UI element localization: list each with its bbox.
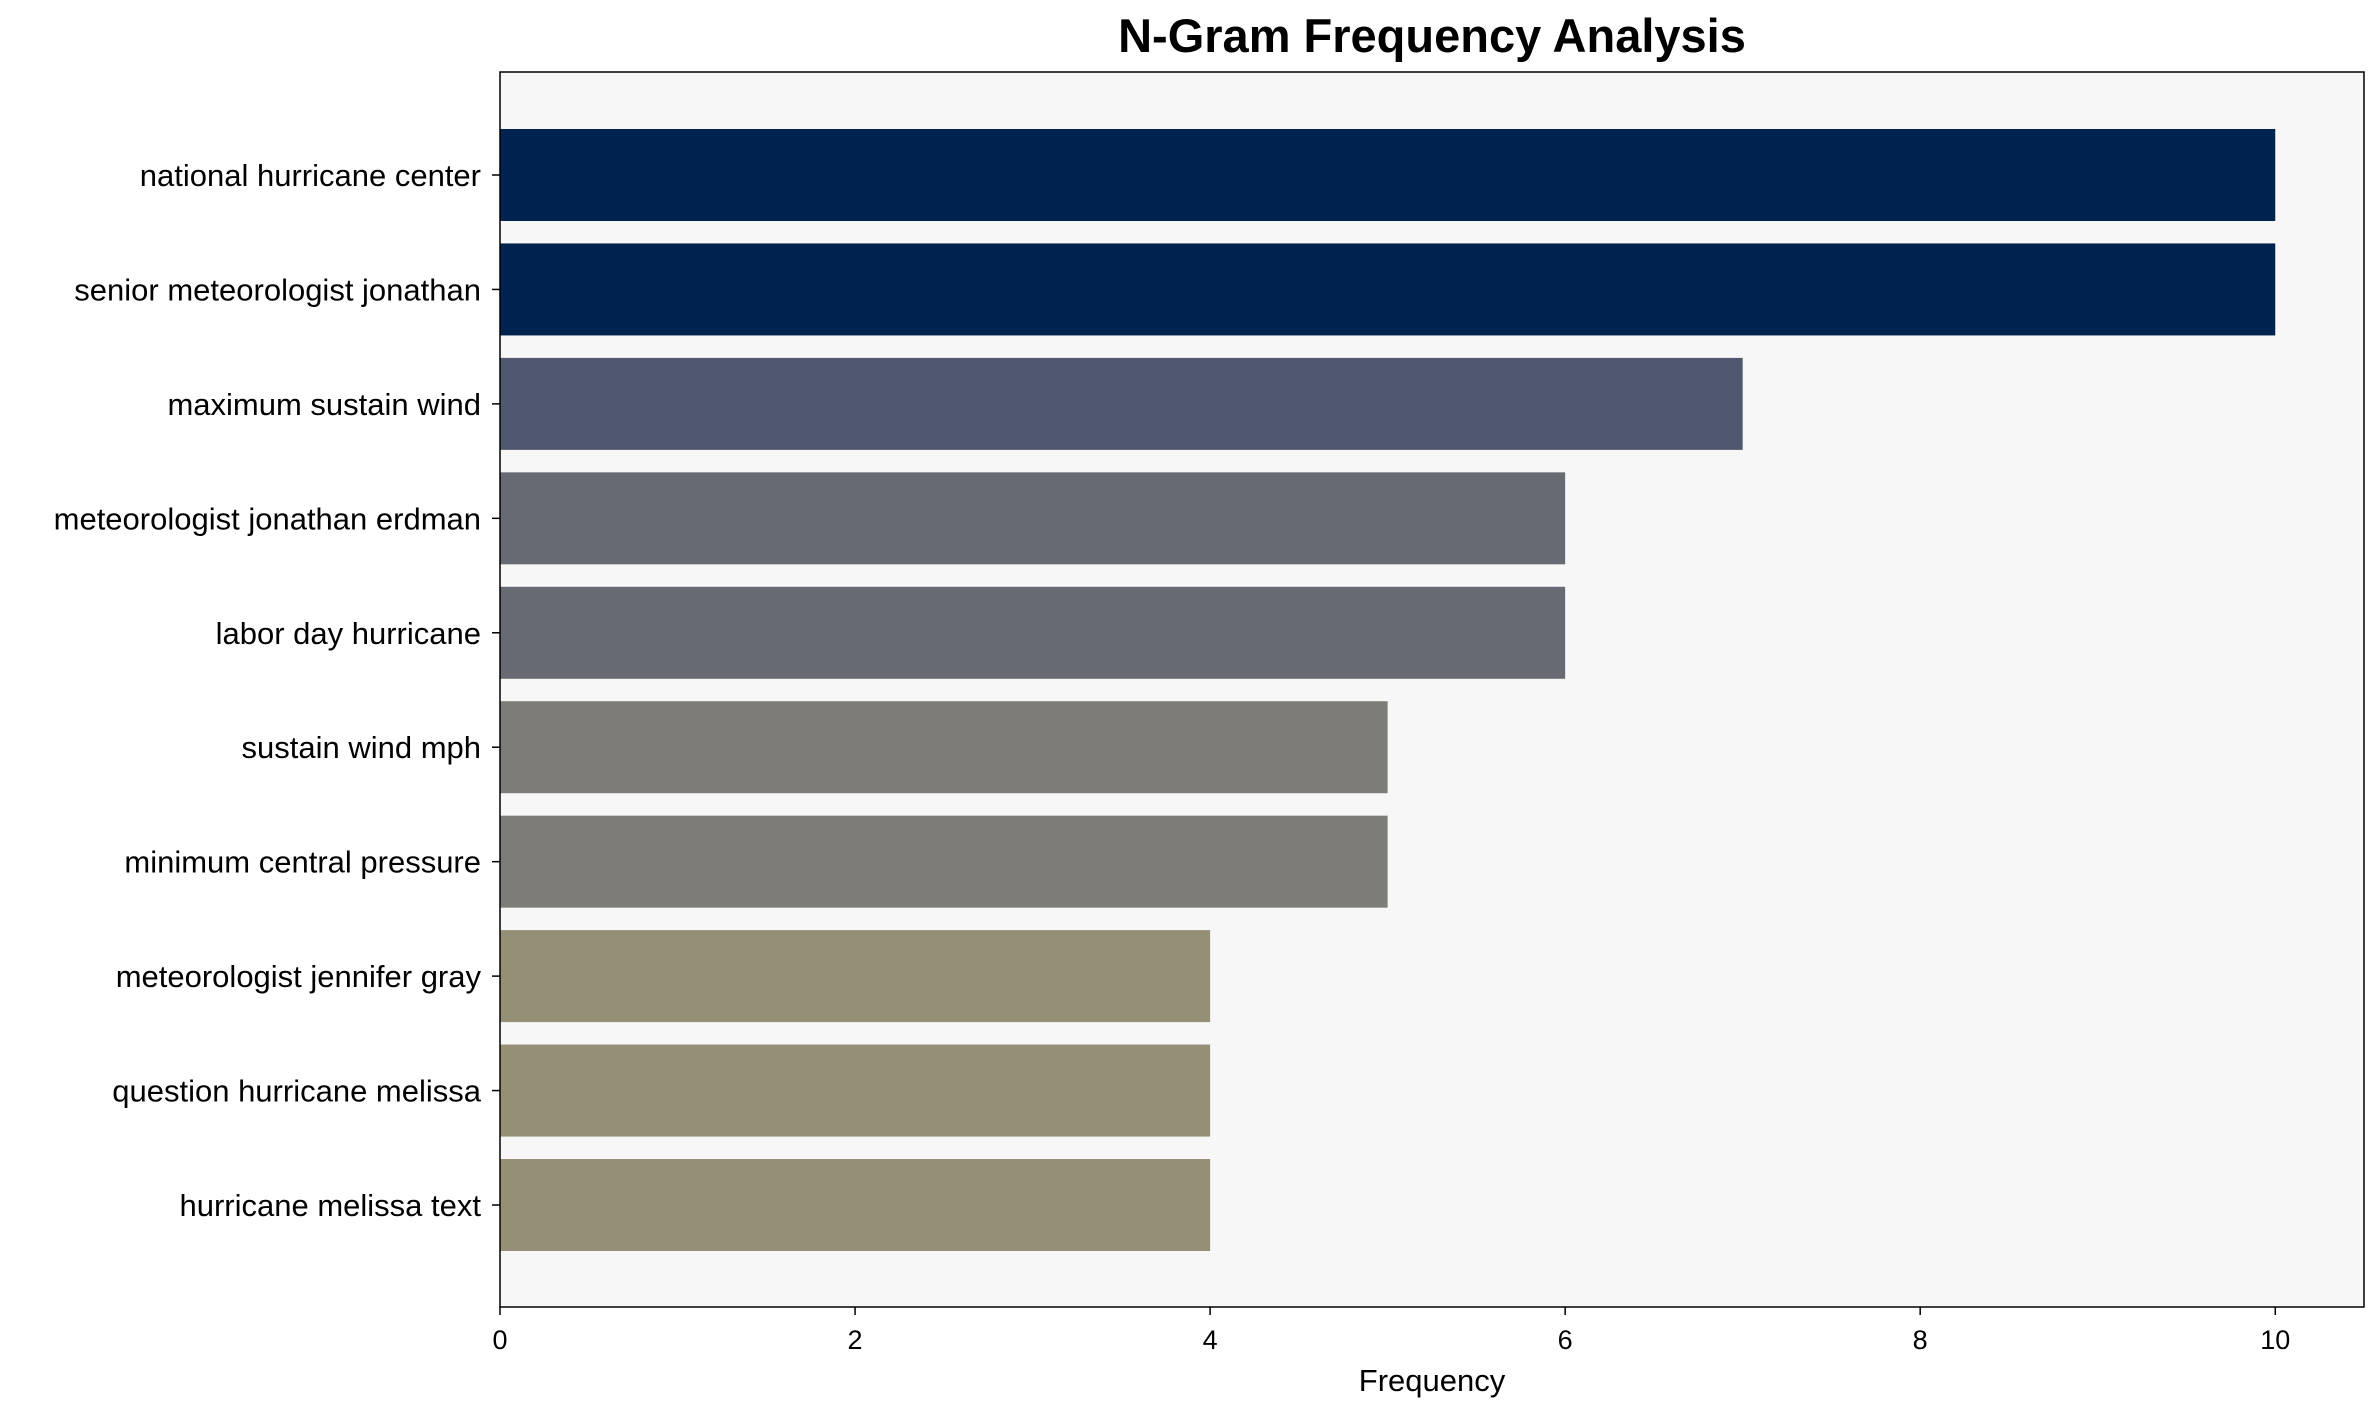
y-tick-label: labor day hurricane [216, 616, 481, 651]
bars-layer [500, 129, 2276, 1251]
bar [500, 1159, 1211, 1251]
x-tick-label: 2 [848, 1325, 863, 1355]
y-tick-label: sustain wind mph [241, 730, 481, 765]
bar [500, 586, 1566, 679]
plot-frame [499, 71, 2365, 1308]
chart-title: N-Gram Frequency Analysis [1118, 9, 1746, 62]
x-axis-ticks: 0 2 4 6 8 10 [492, 1307, 2290, 1355]
bar [500, 815, 1388, 908]
bar [500, 1044, 1211, 1137]
x-tick-label: 0 [492, 1325, 507, 1355]
bar [500, 701, 1388, 794]
x-tick-label: 8 [1913, 1325, 1928, 1355]
bar [500, 129, 2276, 221]
y-tick-label: minimum central pressure [124, 845, 481, 880]
x-axis-label: Frequency [1359, 1363, 1506, 1398]
y-tick-label: meteorologist jonathan erdman [54, 501, 481, 536]
y-axis-ticks: national hurricane center senior meteorol… [54, 158, 500, 1223]
x-tick-label: 10 [2260, 1325, 2290, 1355]
y-tick-label: meteorologist jennifer gray [116, 959, 482, 994]
y-tick-label: maximum sustain wind [167, 387, 481, 422]
x-tick-label: 6 [1558, 1325, 1573, 1355]
y-tick-label: national hurricane center [140, 158, 481, 193]
y-tick-label: question hurricane melissa [112, 1074, 482, 1109]
bar [500, 930, 1211, 1023]
y-tick-label: senior meteorologist jonathan [74, 272, 481, 307]
bar [500, 357, 1743, 450]
x-tick-label: 4 [1203, 1325, 1218, 1355]
bar [500, 243, 2276, 336]
y-tick-label: hurricane melissa text [179, 1188, 481, 1223]
bar [500, 472, 1566, 565]
